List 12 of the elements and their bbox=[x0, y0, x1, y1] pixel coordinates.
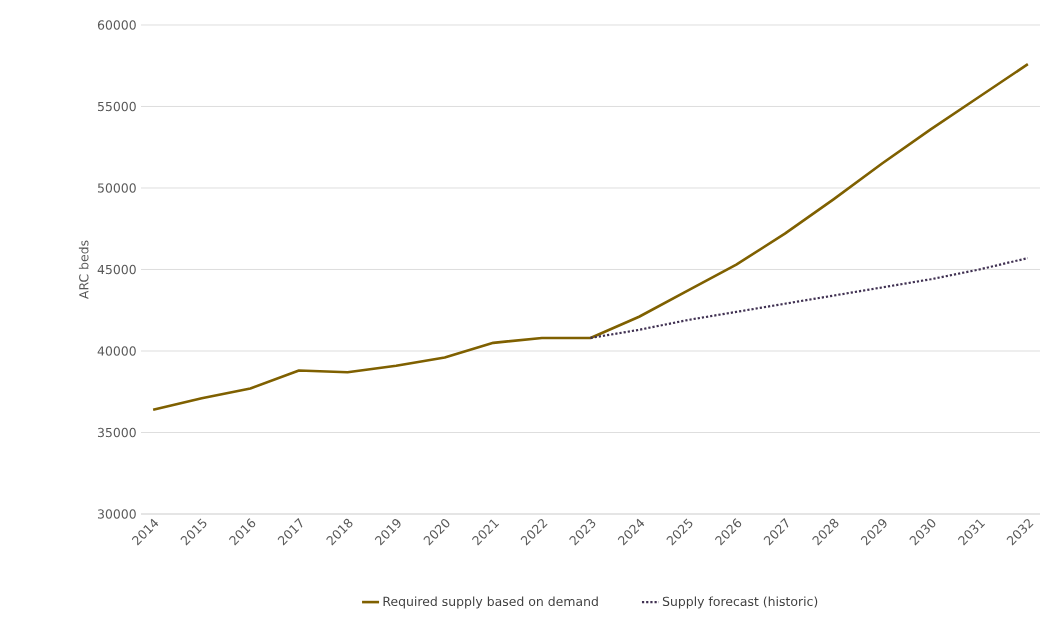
y-tick-label: 55000 bbox=[97, 101, 136, 112]
y-tick-label: 45000 bbox=[97, 264, 136, 275]
y-axis-title: ARC beds bbox=[78, 240, 89, 299]
legend-label: Supply forecast (historic) bbox=[662, 596, 818, 609]
line-series bbox=[589, 256, 1029, 340]
line-series bbox=[151, 62, 1030, 411]
y-tick-label: 50000 bbox=[97, 183, 136, 193]
y-tick-label: 40000 bbox=[97, 346, 136, 356]
legend-label: Required supply based on demand bbox=[383, 596, 598, 609]
y-tick-label: 30000 bbox=[97, 509, 136, 519]
y-tick-label: 60000 bbox=[97, 20, 136, 30]
y-tick-label: 35000 bbox=[97, 427, 136, 438]
